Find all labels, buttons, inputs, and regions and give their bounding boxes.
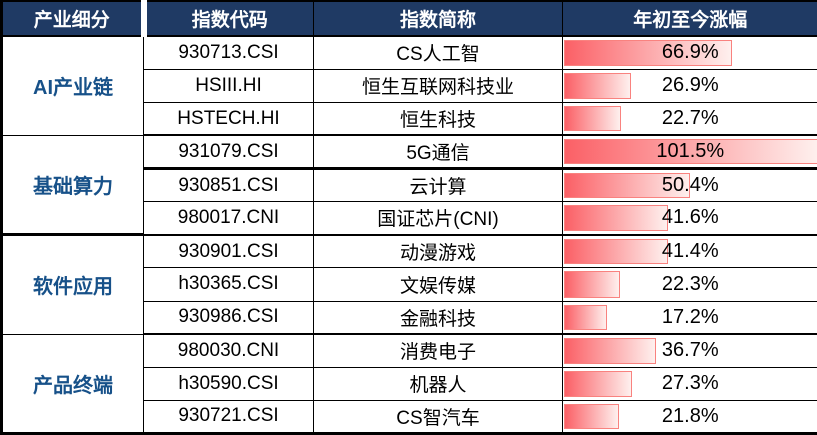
ytd-bar	[564, 173, 691, 199]
ytd-value-label: 101.5%	[656, 140, 725, 163]
index-name-cell: 机器人	[313, 366, 563, 401]
index-code-cell: 930713.CSI	[143, 35, 314, 70]
ytd-value-label: 36.7%	[661, 339, 719, 362]
table-row: h30590.CSI 机器人 27.3%	[2, 366, 817, 401]
index-name-cell: 恒生科技	[313, 101, 563, 137]
ytd-value-label: 17.2%	[661, 305, 719, 328]
table-row: 930721.CSI CS智汽车 21.8%	[2, 399, 817, 435]
index-code-cell: h30365.CSI	[143, 267, 314, 302]
ytd-value-label: 26.9%	[661, 74, 719, 97]
index-code-cell: 980017.CNI	[143, 201, 314, 236]
ytd-value-label: 22.7%	[661, 107, 719, 130]
index-name-cell: 云计算	[313, 167, 563, 203]
table-row: 980017.CNI 国证芯片(CNI) 41.6%	[2, 201, 817, 236]
ytd-bar	[564, 72, 632, 99]
index-code-cell: 930986.CSI	[143, 300, 314, 336]
index-code-cell: HSTECH.HI	[143, 101, 314, 137]
ytd-change-cell: 17.2%	[562, 300, 817, 336]
index-name-cell: CS智汽车	[313, 399, 563, 435]
table-row: 930986.CSI 金融科技 17.2%	[2, 300, 817, 336]
index-code-cell: h30590.CSI	[143, 366, 314, 401]
index-name-cell: 国证芯片(CNI)	[313, 201, 563, 236]
table-row: HSTECH.HI 恒生科技 22.7%	[2, 101, 817, 137]
ytd-change-cell: 50.4%	[562, 167, 817, 203]
industry-group-cell: AI产业链	[1, 35, 144, 136]
ytd-change-cell: 21.8%	[562, 399, 817, 435]
ytd-bar	[564, 40, 732, 66]
ytd-change-cell: 36.7%	[562, 333, 817, 368]
ytd-change-cell: 26.9%	[562, 68, 817, 103]
index-name-cell: 5G通信	[313, 134, 563, 171]
ytd-change-cell: 101.5%	[562, 134, 817, 171]
index-name-cell: 消费电子	[313, 333, 563, 368]
table-row: 产品终端 980030.CNI 消费电子 36.7%	[1, 333, 817, 435]
index-code-cell: 931079.CSI	[143, 134, 314, 171]
index-code-cell: 930851.CSI	[143, 167, 314, 203]
ytd-value-label: 41.4%	[661, 240, 719, 263]
ytd-change-cell: 27.3%	[562, 366, 817, 401]
ytd-change-cell: 22.7%	[562, 101, 817, 137]
ytd-value-label: 66.9%	[661, 41, 719, 64]
header-row: 产业细分 指数代码 指数简称 年初至今涨幅	[1, 1, 817, 37]
table-row: 软件应用 930901.CSI 动漫游戏 41.4%	[1, 234, 817, 335]
ytd-value-label: 50.4%	[661, 174, 719, 197]
index-code-cell: 930901.CSI	[143, 234, 314, 269]
ytd-bar	[564, 403, 619, 429]
ytd-bar	[564, 139, 817, 164]
column-header-code: 指数代码	[143, 1, 314, 37]
ytd-bar	[564, 304, 608, 331]
table-row: h30365.CSI 文娱传媒 22.3%	[2, 267, 817, 302]
ytd-bar	[564, 271, 620, 298]
ytd-bar	[564, 338, 657, 364]
index-name-cell: 恒生互联网科技业	[313, 68, 563, 103]
column-header-ytd: 年初至今涨幅	[562, 1, 817, 37]
industry-group-cell: 软件应用	[1, 234, 144, 335]
index-name-cell: 金融科技	[313, 300, 563, 336]
ytd-change-cell: 41.6%	[562, 201, 817, 236]
ytd-change-cell: 66.9%	[562, 35, 817, 70]
index-name-cell: 文娱传媒	[313, 267, 563, 302]
index-code-cell: 930721.CSI	[143, 399, 314, 435]
industry-group-cell: 基础算力	[1, 134, 144, 237]
industry-group-cell: 产品终端	[1, 333, 144, 435]
table-body: AI产业链 930713.CSI CS人工智 66.9% HSIII.HI 恒生互联网科技…	[1, 35, 817, 435]
table-row: AI产业链 930713.CSI CS人工智 66.9%	[1, 35, 817, 136]
ytd-bar	[564, 205, 669, 231]
ytd-change-cell: 41.4%	[562, 234, 817, 269]
table-row: 930851.CSI 云计算 50.4%	[2, 167, 817, 203]
column-header-name: 指数简称	[313, 1, 563, 37]
ytd-value-label: 27.3%	[661, 372, 719, 395]
ytd-bar	[564, 238, 668, 265]
index-name-cell: CS人工智	[313, 35, 563, 70]
table-row: 基础算力 931079.CSI 5G通信 101.5%	[1, 134, 817, 237]
ytd-change-cell: 22.3%	[562, 267, 817, 302]
ytd-value-label: 21.8%	[661, 404, 719, 427]
index-code-cell: 980030.CNI	[143, 333, 314, 368]
ytd-bar	[564, 105, 621, 132]
ytd-value-label: 22.3%	[661, 272, 719, 295]
index-name-cell: 动漫游戏	[313, 234, 563, 269]
ytd-value-label: 41.6%	[661, 206, 719, 229]
index-code-cell: HSIII.HI	[143, 68, 314, 103]
ytd-bar	[564, 370, 633, 397]
column-header-industry: 产业细分	[1, 1, 147, 37]
